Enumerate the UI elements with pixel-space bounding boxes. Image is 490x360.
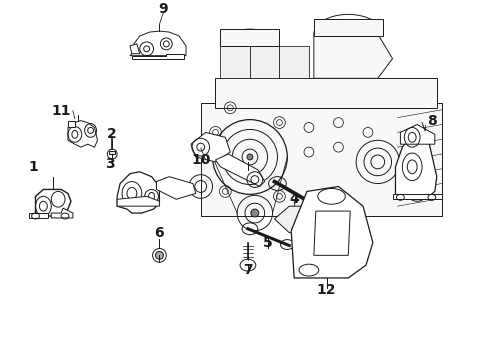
Polygon shape — [130, 44, 140, 54]
Polygon shape — [279, 46, 309, 78]
Polygon shape — [400, 125, 435, 144]
Text: 7: 7 — [243, 263, 253, 277]
Polygon shape — [117, 172, 159, 213]
Polygon shape — [156, 177, 196, 199]
Polygon shape — [68, 121, 98, 147]
Polygon shape — [201, 103, 441, 216]
Text: 10: 10 — [191, 153, 210, 167]
Polygon shape — [28, 213, 49, 218]
Text: 2: 2 — [107, 127, 117, 141]
Polygon shape — [291, 186, 373, 278]
Text: 5: 5 — [263, 235, 272, 249]
Text: 9: 9 — [159, 3, 168, 17]
Polygon shape — [109, 151, 115, 154]
Polygon shape — [35, 189, 71, 216]
Polygon shape — [68, 121, 75, 127]
Polygon shape — [191, 132, 230, 162]
Polygon shape — [51, 208, 73, 218]
Polygon shape — [274, 206, 363, 233]
Polygon shape — [130, 31, 186, 56]
Polygon shape — [314, 211, 350, 255]
Polygon shape — [216, 154, 265, 186]
Polygon shape — [132, 54, 184, 59]
Text: 4: 4 — [289, 192, 299, 206]
Text: 11: 11 — [51, 104, 71, 118]
Polygon shape — [220, 29, 279, 46]
Text: 8: 8 — [427, 114, 437, 127]
Text: 12: 12 — [317, 283, 336, 297]
Text: 1: 1 — [29, 160, 38, 174]
Text: 6: 6 — [155, 226, 164, 240]
Ellipse shape — [155, 251, 163, 259]
Polygon shape — [314, 34, 392, 78]
Ellipse shape — [247, 154, 253, 160]
Polygon shape — [220, 46, 250, 78]
Text: 3: 3 — [105, 157, 115, 171]
Polygon shape — [250, 46, 279, 78]
Ellipse shape — [251, 209, 259, 217]
Polygon shape — [395, 132, 437, 196]
Polygon shape — [117, 196, 159, 206]
Polygon shape — [314, 19, 383, 36]
Polygon shape — [216, 78, 437, 108]
Polygon shape — [392, 194, 441, 199]
